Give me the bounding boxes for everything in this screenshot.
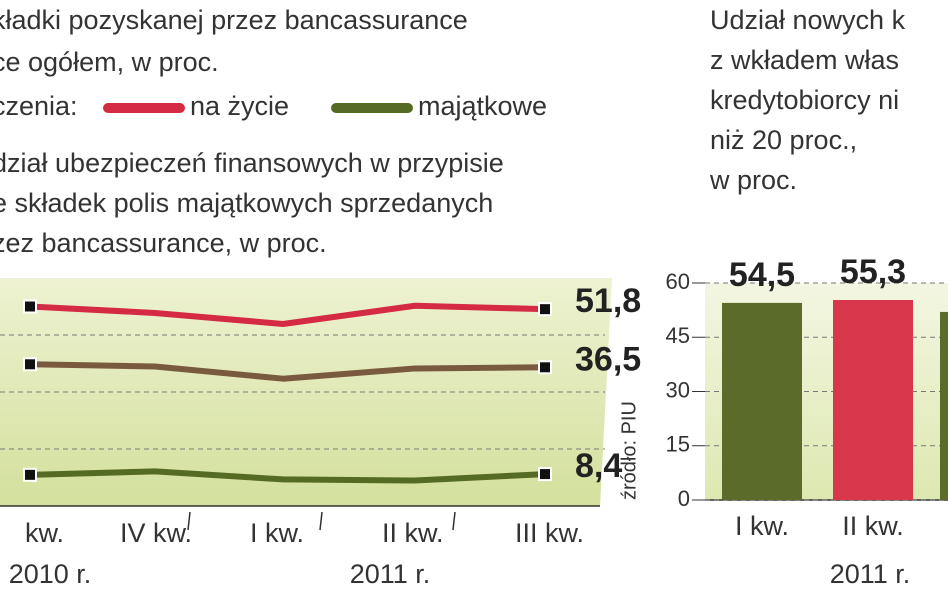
value-label: 36,5 [575, 340, 641, 378]
title: z wkładem włas [710, 45, 899, 75]
marker [23, 467, 37, 482]
x-tick-label: IV kw. [120, 518, 192, 548]
value-label: 55,3 [840, 253, 906, 291]
x-tick-label: kw. [25, 518, 64, 548]
title: niż 20 proc., [710, 125, 857, 155]
x-tick-label: I kw. [735, 511, 789, 541]
y-tick-label: 0 [678, 486, 690, 511]
value-label: 54,5 [729, 256, 795, 294]
title: ce ogółem, w proc. [0, 47, 219, 77]
title: w proc. [709, 165, 797, 195]
annotation: dział ubezpieczeń finansowych w przypisi… [0, 148, 504, 178]
line [29, 302, 546, 327]
x-separator [319, 511, 323, 531]
annotation: e składek polis majątkowych sprzedanych [0, 188, 493, 218]
line [29, 361, 546, 382]
marker [538, 467, 552, 482]
title: kredytobiorcy ni [710, 85, 899, 115]
bar [940, 311, 948, 500]
bar [833, 299, 913, 500]
value-label: 8,4 [575, 447, 622, 485]
x-separator [187, 511, 191, 531]
legend-label: majątkowe [418, 91, 547, 121]
y-tick-label: 15 [666, 432, 690, 457]
source: źródło: PIU [618, 401, 640, 500]
marker [538, 360, 552, 375]
x-tick-label: II kw. [382, 518, 444, 548]
line [29, 468, 546, 484]
value-label: 51,8 [575, 282, 641, 320]
marker [23, 299, 37, 314]
bar [722, 302, 802, 500]
x-tick-label: I kw. [250, 518, 304, 548]
annotation: zez bancassurance, w proc. [0, 228, 327, 258]
x-tick-label: III kw. [515, 518, 584, 548]
title: Udział nowych k [710, 5, 906, 35]
x-separator [452, 511, 456, 531]
legend-label: na życie [190, 91, 289, 121]
title: kładki pozyskanej przez bancassurance [0, 5, 468, 35]
marker [538, 302, 552, 317]
year-label: 2010 r. [9, 559, 92, 589]
legend-title: czenia: [0, 91, 78, 121]
y-tick-label: 60 [666, 269, 690, 294]
year-label: 2011 r. [830, 559, 911, 589]
year-label: 2011 r. [350, 559, 431, 589]
y-tick-label: 45 [666, 323, 690, 348]
y-tick-label: 30 [666, 377, 690, 402]
x-tick-label: II kw. [842, 511, 904, 541]
marker [23, 357, 37, 372]
